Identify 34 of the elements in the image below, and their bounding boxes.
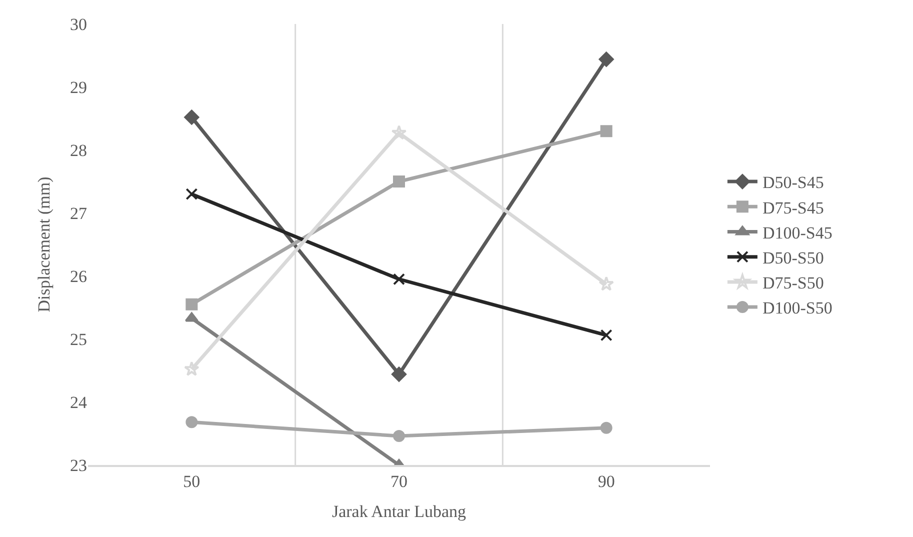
legend-label: D75-S50 — [762, 274, 824, 293]
legend-label: D75-S45 — [762, 198, 824, 218]
point — [392, 366, 406, 382]
point — [600, 125, 612, 138]
y-axis-title: Displacement (mm) — [34, 176, 54, 312]
legend-label: D50-S45 — [762, 173, 824, 192]
y-tick-label: 26 — [70, 266, 87, 286]
x-axis-title: Jarak Antar Lubang — [332, 502, 467, 522]
point — [598, 276, 614, 291]
x-tick-label: 70 — [390, 472, 408, 492]
point — [598, 52, 614, 67]
point — [393, 176, 405, 188]
point — [186, 298, 198, 310]
y-tick-label: 30 — [70, 14, 87, 34]
y-tick-label: 24 — [70, 392, 88, 412]
legend-label: D100-S45 — [762, 223, 832, 242]
point — [393, 430, 405, 442]
y-tick-label: 29 — [70, 78, 87, 97]
legend-label: D50-S50 — [762, 248, 824, 268]
x-tick-label: 90 — [598, 472, 615, 492]
legend-label: D100-S50 — [762, 298, 832, 318]
y-tick-label: 23 — [70, 456, 87, 475]
point — [184, 110, 200, 125]
point — [391, 124, 407, 140]
y-tick-label: 27 — [70, 204, 88, 223]
point — [184, 361, 200, 376]
point — [600, 422, 612, 434]
point — [186, 188, 198, 200]
point — [186, 416, 198, 428]
point — [393, 273, 405, 286]
y-tick-label: 28 — [70, 140, 87, 160]
x-tick-label: 50 — [183, 472, 200, 492]
point — [600, 329, 612, 342]
y-tick-label: 25 — [70, 330, 87, 349]
